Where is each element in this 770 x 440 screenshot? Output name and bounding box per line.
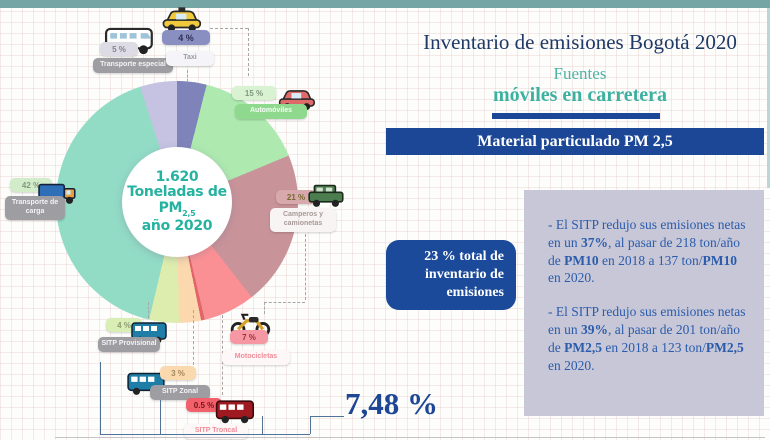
sitp-total-percentage: 7,48 %	[345, 386, 438, 421]
right-accent-bar	[767, 8, 770, 188]
pm25-banner: Material particulado PM 2,5	[386, 128, 764, 155]
bracket-line	[100, 362, 101, 434]
center-pm: PM2,5	[158, 199, 196, 218]
bracket-line	[160, 400, 161, 434]
category-badge: Transporte de carga	[5, 196, 65, 220]
pct-bubble: 3 %	[160, 366, 196, 380]
subtitle-underline	[492, 113, 660, 119]
bracket-line	[262, 416, 263, 434]
category-badge: Taxi	[166, 51, 214, 66]
category-badge: Automóviles	[235, 104, 307, 119]
note-2: - El SITP redujo sus emisiones netas en …	[548, 304, 746, 373]
bracket-line	[310, 416, 311, 434]
connector-dashed	[305, 234, 306, 300]
pct-bubble: 4 %	[162, 30, 210, 45]
connector-dashed	[187, 70, 188, 82]
taxi-icon	[160, 6, 206, 34]
pct-bubble: 7 %	[230, 330, 268, 344]
category-badge: SITP Troncal	[184, 424, 248, 439]
page-title: Inventario de emisiones Bogotá 2020	[423, 30, 737, 54]
category-badge: Camperos y camionetas	[270, 208, 336, 232]
subtitle-line2: móviles en carretera	[493, 84, 667, 106]
subtitle-line1: Fuentes	[553, 64, 607, 83]
connector-dashed	[248, 28, 249, 76]
category-badge: SITP Zonal	[150, 385, 210, 400]
jeep-icon	[306, 182, 348, 210]
pie-center-label: 1.620 Toneladas de PM2,5 año 2020	[122, 147, 232, 257]
connector-dashed	[148, 302, 149, 318]
category-badge: Motocicletas	[222, 350, 290, 365]
bus-icon	[214, 398, 258, 426]
category-badge: SITP Provisional	[98, 337, 160, 352]
top-accent-bar	[0, 0, 770, 8]
pct-bubble: 21 %	[276, 190, 316, 204]
connector-dashed	[210, 28, 248, 29]
pct-bubble: 5 %	[100, 42, 138, 56]
connector-dashed	[264, 302, 305, 303]
center-unit: Toneladas de	[127, 184, 227, 201]
pct-bubble: 15 %	[232, 86, 276, 100]
bracket-line	[310, 416, 344, 417]
sitp-notes-box: - El SITP redujo sus emisiones netas en …	[524, 190, 764, 416]
total-inventory-box: 23 % total de inventario de emisiones	[386, 240, 516, 310]
center-value: 1.620	[155, 168, 199, 185]
bottom-line	[55, 437, 765, 438]
pct-bubble: 0.5 %	[186, 398, 222, 412]
connector-dashed	[264, 302, 265, 314]
center-year: año 2020	[141, 217, 213, 234]
truck-icon	[38, 180, 80, 208]
category-badge: Transporte especial	[93, 58, 173, 73]
connector-dashed	[193, 310, 194, 365]
bracket-line	[100, 434, 310, 435]
note-1: - El SITP redujo sus emisiones netas en …	[548, 217, 746, 286]
